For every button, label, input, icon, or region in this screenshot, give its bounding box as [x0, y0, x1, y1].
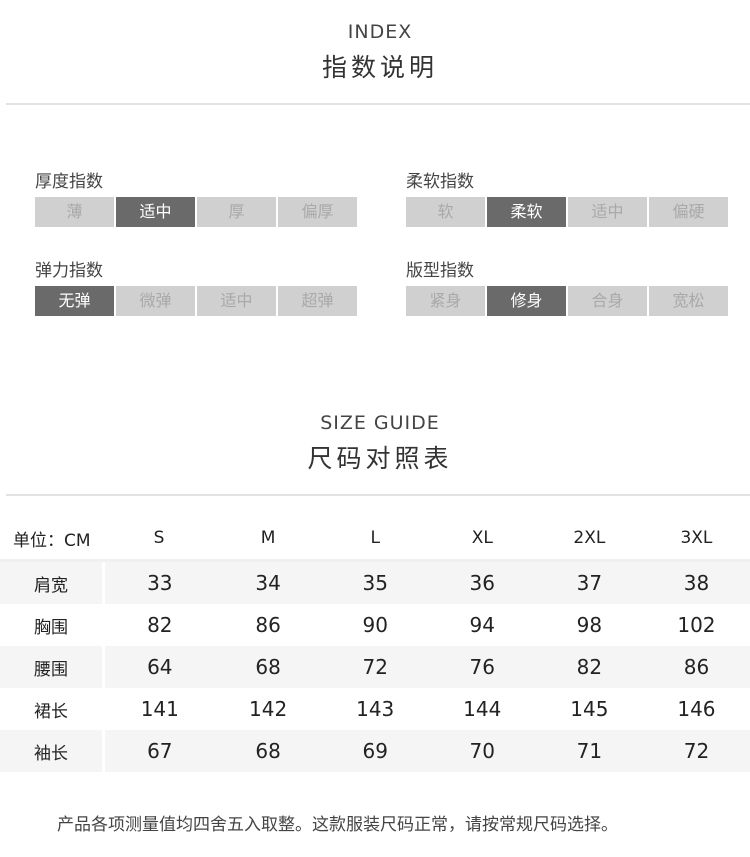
index-scale: 软柔软 适中 偏硬: [406, 197, 728, 227]
table-cell: 90: [362, 613, 388, 637]
table-cell: 72: [642, 730, 750, 772]
index-option: 适中: [116, 197, 195, 227]
column-header: L: [321, 517, 429, 562]
table-cell: 141: [140, 697, 179, 721]
divider: [6, 103, 750, 105]
table-cell: 64: [103, 646, 215, 688]
table-cell: 38: [642, 560, 750, 604]
index-group-label: 弹力指数: [35, 261, 103, 281]
table-cell: 68: [214, 730, 322, 772]
index-title-cn: 指数说明: [321, 53, 438, 82]
table-cell: 98: [576, 613, 603, 637]
table-cell: 76: [428, 646, 536, 688]
column-header: XL: [428, 517, 536, 562]
column-header: 3XL: [642, 517, 750, 562]
table-cell: 94: [469, 613, 495, 637]
index-group-label: 版型指数: [406, 261, 474, 281]
index-option: 薄: [35, 197, 114, 227]
index-scale: 无弹 微弹 适中 超弹: [35, 286, 357, 316]
index-group: 厚度指数薄适中厚偏厚: [35, 167, 357, 227]
table-row: 袖长 67 68 69 70 71 72: [0, 730, 750, 772]
table-cell: 102: [677, 613, 716, 637]
table-cell: 144: [463, 697, 502, 721]
index-option: 紧身: [406, 286, 485, 316]
table-cell: 69: [321, 730, 429, 772]
table-cell: 86: [255, 613, 281, 637]
table-cell: 33: [103, 560, 215, 604]
column-header: S: [103, 517, 215, 562]
table-cell: 143: [356, 697, 395, 721]
table-cell: 67: [103, 730, 215, 772]
index-scale: 紧身 修身 合身 宽松: [406, 286, 728, 316]
row-label: 袖长: [0, 730, 105, 772]
index-option: 偏厚: [278, 197, 357, 227]
table-header-row: 单位：CM S M L XL 2XL 3XL: [0, 517, 750, 562]
index-group-label: 厚度指数: [35, 172, 103, 192]
index-option: 微弹: [116, 286, 195, 316]
index-group: 柔软指数软柔软 适中 偏硬: [406, 167, 728, 227]
table-cell: 70: [428, 730, 536, 772]
divider: [6, 494, 750, 496]
table-cell: 145: [570, 697, 609, 721]
row-label: 腰围: [0, 646, 105, 688]
table-cell: 36: [428, 560, 536, 604]
index-group: 弹力指数无弹 微弹 适中 超弹: [35, 256, 357, 316]
index-option: 厚: [197, 197, 276, 227]
table-cell: 72: [321, 646, 429, 688]
row-label: 裙长: [0, 688, 105, 730]
index-option: 适中: [197, 286, 276, 316]
row-label: 胸围: [0, 604, 105, 646]
column-header: 单位：CM: [0, 517, 104, 562]
index-option: 偏硬: [649, 197, 728, 227]
table-cell: 35: [321, 560, 429, 604]
table-row: 裙长 141 142 143 144 145 146: [0, 688, 750, 730]
table-cell: 68: [214, 646, 322, 688]
size-title-en: SIZE GUIDE: [320, 412, 440, 434]
index-group-label: 柔软指数: [406, 172, 474, 192]
table-row: 肩宽 33 34 35 36 37 38: [0, 560, 750, 604]
table-cell: 142: [249, 697, 288, 721]
table-cell: 71: [535, 730, 643, 772]
index-title-en: INDEX: [347, 21, 413, 43]
table-cell: 34: [214, 560, 322, 604]
table-cell: 146: [677, 697, 716, 721]
index-option: 宽松: [649, 286, 728, 316]
index-group: 版型指数紧身 修身 合身 宽松: [406, 256, 728, 316]
index-scale: 薄适中厚偏厚: [35, 197, 357, 227]
table-cell: 37: [535, 560, 643, 604]
size-note: 产品各项测量值均四舍五入取整。这款服装尺码正常，请按常规尺码选择。: [57, 815, 618, 835]
index-option: 软: [406, 197, 485, 227]
table-cell: 82: [147, 613, 173, 637]
index-option: 无弹: [35, 286, 114, 316]
index-option: 柔软: [487, 197, 566, 227]
index-option: 超弹: [278, 286, 357, 316]
row-label: 肩宽: [0, 560, 105, 604]
index-option: 合身: [568, 286, 647, 316]
column-header: 2XL: [535, 517, 643, 562]
index-option: 修身: [487, 286, 566, 316]
table-cell: 86: [642, 646, 750, 688]
size-table: 单位：CM S M L XL 2XL 3XL 肩宽 33 34 35 36 37 38 胸围 82 86 90 9…: [0, 517, 750, 772]
size-title-cn: 尺码对照表: [307, 444, 453, 473]
index-option: 适中: [568, 197, 647, 227]
table-row: 腰围 64 68 72 76 82 86: [0, 646, 750, 688]
table-row: 胸围 82 86 90 94 98 102: [0, 604, 750, 646]
column-header: M: [214, 517, 322, 562]
table-cell: 82: [535, 646, 643, 688]
